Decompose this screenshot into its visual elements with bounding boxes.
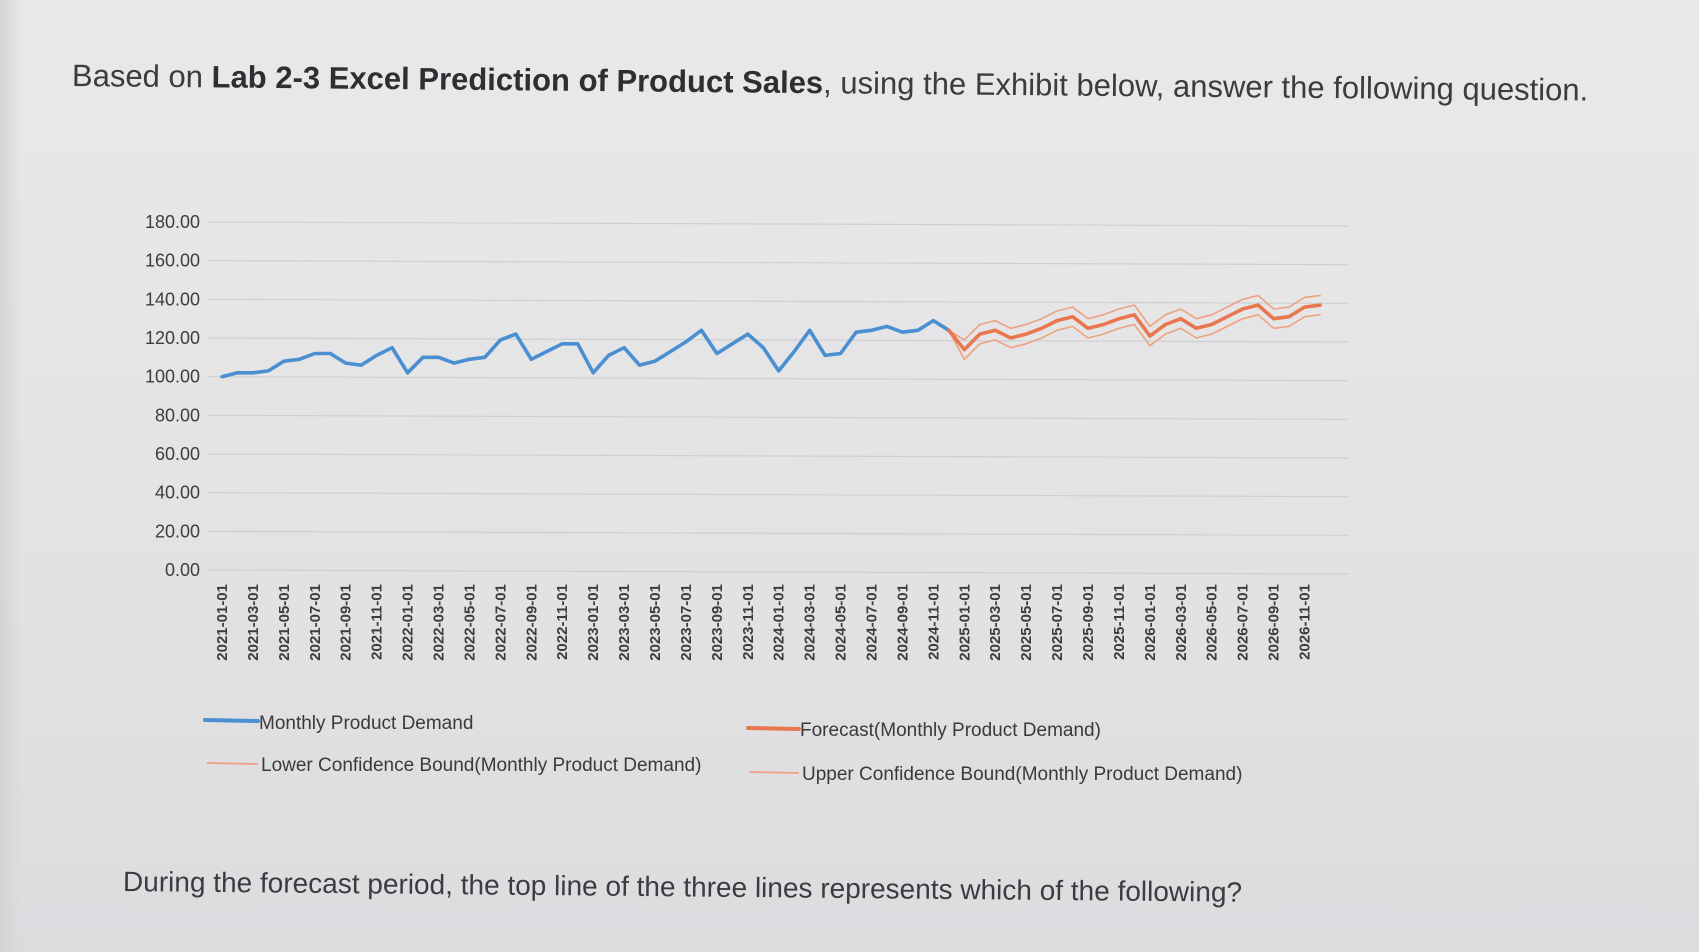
gridline bbox=[207, 492, 1349, 498]
x-tick-label: 2021-11-01 bbox=[369, 584, 386, 660]
x-tick-label: 2021-07-01 bbox=[307, 584, 324, 661]
series-line-lower-bound bbox=[947, 313, 1321, 361]
x-tick-label: 2026-05-01 bbox=[1204, 584, 1221, 661]
x-tick-label: 2024-03-01 bbox=[802, 584, 819, 661]
page-edge-shadow bbox=[0, 0, 22, 952]
x-tick-label: 2024-01-01 bbox=[771, 584, 788, 661]
x-tick-label: 2022-09-01 bbox=[523, 584, 540, 661]
x-tick-label: 2023-01-01 bbox=[585, 584, 602, 661]
y-tick-label: 60.00 bbox=[155, 444, 200, 464]
x-tick-label: 2025-05-01 bbox=[1018, 584, 1035, 661]
x-tick-label: 2025-07-01 bbox=[1049, 584, 1066, 661]
series-line-upper-bound bbox=[947, 294, 1321, 341]
x-tick-label: 2024-09-01 bbox=[894, 584, 911, 661]
x-tick-label: 2022-07-01 bbox=[492, 584, 509, 661]
legend-label-lower-bound: Lower Confidence Bound(Monthly Product D… bbox=[261, 755, 701, 776]
gridline bbox=[207, 569, 1349, 575]
y-tick-label: 180.00 bbox=[145, 212, 200, 232]
x-tick-label: 2022-11-01 bbox=[554, 584, 571, 660]
legend-swatch-forecast bbox=[746, 726, 801, 731]
gridline bbox=[207, 530, 1349, 536]
gridline bbox=[207, 221, 1349, 227]
gridline bbox=[207, 376, 1349, 382]
x-tick-label: 2026-09-01 bbox=[1266, 584, 1283, 661]
x-tick-label: 2023-07-01 bbox=[678, 584, 695, 661]
x-tick-label: 2024-05-01 bbox=[833, 584, 850, 661]
y-tick-label: 0.00 bbox=[165, 560, 200, 580]
y-tick-label: 80.00 bbox=[155, 405, 200, 425]
y-tick-label: 40.00 bbox=[155, 483, 200, 503]
legend-swatch-upper-bound bbox=[748, 771, 800, 774]
x-tick-label: 2026-01-01 bbox=[1142, 584, 1159, 661]
x-tick-label: 2021-03-01 bbox=[245, 584, 262, 661]
x-tick-label: 2021-01-01 bbox=[214, 584, 231, 661]
x-tick-label: 2021-09-01 bbox=[338, 584, 355, 661]
y-tick-label: 20.00 bbox=[155, 521, 200, 541]
x-tick-label: 2022-03-01 bbox=[431, 584, 448, 661]
y-tick-label: 120.00 bbox=[145, 328, 200, 348]
x-tick-label: 2026-03-01 bbox=[1173, 584, 1190, 661]
x-tick-label: 2024-07-01 bbox=[864, 584, 881, 661]
x-tick-label: 2023-03-01 bbox=[616, 584, 633, 661]
series-lines bbox=[220, 294, 1322, 379]
gridline bbox=[207, 453, 1349, 459]
x-tick-label: 2025-11-01 bbox=[1111, 584, 1128, 660]
gridline bbox=[207, 260, 1349, 266]
x-tick-label: 2023-09-01 bbox=[709, 584, 726, 661]
x-tick-label: 2025-01-01 bbox=[956, 584, 973, 661]
gridline bbox=[207, 337, 1349, 343]
legend-label-forecast: Forecast(Monthly Product Demand) bbox=[800, 720, 1101, 741]
x-tick-label: 2021-05-01 bbox=[276, 584, 293, 661]
legend-swatch-demand bbox=[203, 718, 260, 723]
series-line-demand bbox=[220, 318, 951, 379]
x-axis-tick-labels: 2021-01-01 2021-03-01 2021-05-01 2021-07-01… bbox=[214, 584, 1314, 661]
legend-label-upper-bound: Upper Confidence Bound(Monthly Product D… bbox=[802, 764, 1242, 785]
x-tick-label: 2023-05-01 bbox=[647, 584, 664, 661]
y-axis-tick-labels: 0.00 20.00 40.00 60.00 80.00 100.00 120.00 140.… bbox=[145, 212, 200, 580]
y-tick-label: 100.00 bbox=[145, 367, 200, 387]
x-tick-label: 2023-11-01 bbox=[740, 584, 757, 660]
x-tick-label: 2022-01-01 bbox=[400, 584, 417, 661]
x-tick-label: 2022-05-01 bbox=[461, 584, 478, 661]
legend-label-demand: Monthly Product Demand bbox=[259, 713, 473, 734]
series-line-forecast bbox=[946, 303, 1322, 352]
gridline bbox=[207, 298, 1349, 304]
x-tick-label: 2026-07-01 bbox=[1235, 584, 1252, 661]
x-tick-label: 2025-03-01 bbox=[987, 584, 1004, 661]
y-tick-label: 160.00 bbox=[145, 251, 200, 271]
y-tick-label: 140.00 bbox=[145, 289, 200, 309]
legend-swatch-lower-bound bbox=[206, 762, 259, 765]
x-tick-label: 2026-11-01 bbox=[1297, 584, 1314, 660]
gridline bbox=[207, 414, 1349, 420]
gridlines bbox=[207, 221, 1349, 575]
x-tick-label: 2024-11-01 bbox=[925, 584, 942, 660]
legend: Monthly Product Demand Forecast(Monthly … bbox=[203, 713, 1242, 785]
x-tick-label: 2025-09-01 bbox=[1080, 584, 1097, 661]
